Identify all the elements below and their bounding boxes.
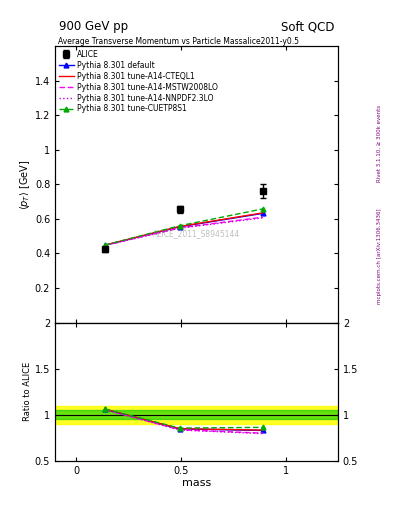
Line: Pythia 8.301 tune-A14-NNPDF2.3LO: Pythia 8.301 tune-A14-NNPDF2.3LO xyxy=(105,218,263,245)
Pythia 8.301 tune-A14-MSTW2008LO xyxy=(261,214,265,220)
Pythia 8.301 tune-A14-MSTW2008LO xyxy=(103,242,108,248)
Text: Average Transverse Momentum vs Particle Massalice2011-y0.5: Average Transverse Momentum vs Particle … xyxy=(58,37,299,46)
Pythia 8.301 tune-A14-NNPDF2.3LO xyxy=(177,225,182,231)
Legend: ALICE, Pythia 8.301 default, Pythia 8.301 tune-A14-CTEQL1, Pythia 8.301 tune-A14: ALICE, Pythia 8.301 default, Pythia 8.30… xyxy=(57,48,220,115)
Pythia 8.301 tune-A14-CTEQL1 xyxy=(177,223,182,229)
Pythia 8.301 default xyxy=(177,224,182,230)
Pythia 8.301 default xyxy=(103,242,108,248)
X-axis label: mass: mass xyxy=(182,478,211,488)
Pythia 8.301 tune-A14-CTEQL1 xyxy=(103,242,108,248)
Line: Pythia 8.301 tune-CUETP8S1: Pythia 8.301 tune-CUETP8S1 xyxy=(103,206,265,247)
Pythia 8.301 tune-CUETP8S1 xyxy=(103,242,108,248)
Text: mcplots.cern.ch [arXiv:1306.3436]: mcplots.cern.ch [arXiv:1306.3436] xyxy=(377,208,382,304)
Line: Pythia 8.301 default: Pythia 8.301 default xyxy=(103,211,265,248)
Pythia 8.301 tune-A14-MSTW2008LO xyxy=(177,225,182,231)
Y-axis label: Ratio to ALICE: Ratio to ALICE xyxy=(23,362,32,421)
Text: Rivet 3.1.10, ≥ 300k events: Rivet 3.1.10, ≥ 300k events xyxy=(377,105,382,182)
Pythia 8.301 tune-CUETP8S1 xyxy=(177,223,182,229)
Pythia 8.301 tune-A14-NNPDF2.3LO xyxy=(261,215,265,221)
Text: ALICE_2011_S8945144: ALICE_2011_S8945144 xyxy=(153,229,240,239)
Pythia 8.301 tune-CUETP8S1 xyxy=(261,206,265,212)
Line: Pythia 8.301 tune-A14-CTEQL1: Pythia 8.301 tune-A14-CTEQL1 xyxy=(105,213,263,245)
Text: 900 GeV pp: 900 GeV pp xyxy=(59,20,128,33)
Pythia 8.301 tune-A14-CTEQL1 xyxy=(261,210,265,216)
Y-axis label: $\langle p_T\rangle$ [GeV]: $\langle p_T\rangle$ [GeV] xyxy=(18,159,32,209)
Line: Pythia 8.301 tune-A14-MSTW2008LO: Pythia 8.301 tune-A14-MSTW2008LO xyxy=(105,217,263,245)
Text: Soft QCD: Soft QCD xyxy=(281,20,334,33)
Pythia 8.301 tune-A14-NNPDF2.3LO xyxy=(103,242,108,248)
Pythia 8.301 default xyxy=(261,210,265,217)
